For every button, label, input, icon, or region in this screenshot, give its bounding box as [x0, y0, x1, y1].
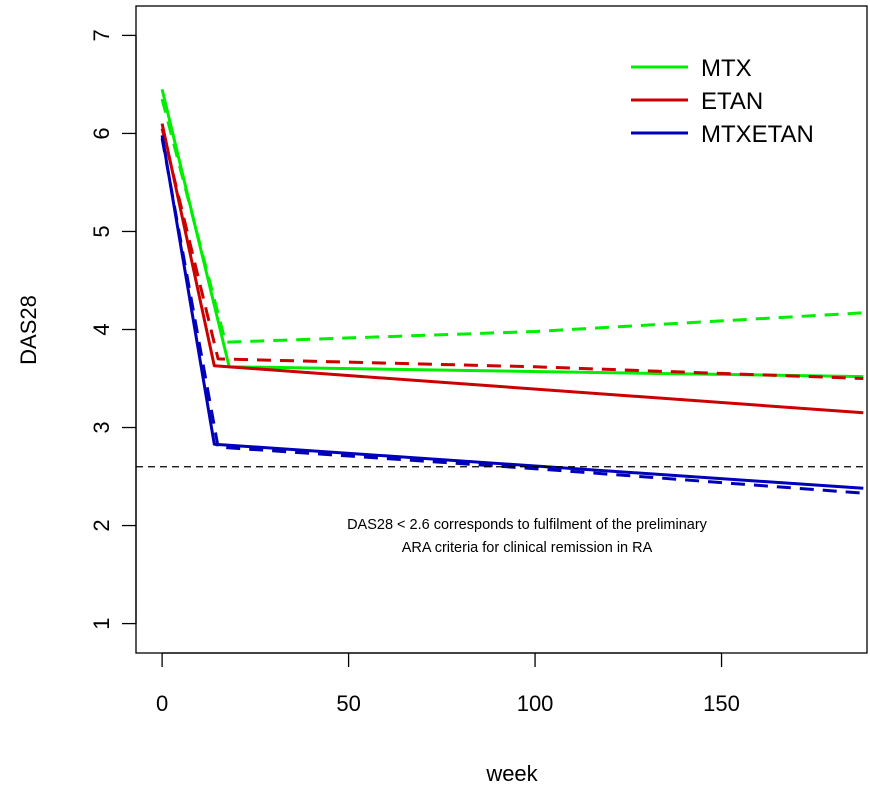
x-tick-label-50: 50 [336, 691, 360, 716]
y-tick-label-1: 1 [89, 617, 114, 629]
y-tick-label-6: 6 [89, 127, 114, 139]
legend-label-mtx: MTX [701, 55, 752, 82]
legend-label-mtxetan: MTXETAN [701, 121, 814, 148]
annotation-line-2: ARA criteria for clinical remission in R… [402, 540, 653, 556]
y-tick-label-3: 3 [89, 421, 114, 433]
y-tick-label-2: 2 [89, 519, 114, 531]
y-tick-label-7: 7 [89, 29, 114, 41]
series-etan-dashed-line [160, 128, 864, 380]
series-layer [160, 88, 864, 495]
legend-label-etan: ETAN [701, 88, 763, 115]
series-etan-solid-line [160, 123, 864, 415]
x-tick-label-150: 150 [703, 691, 740, 716]
y-axis: 1 2 3 4 5 6 7 [89, 29, 137, 630]
legend: MTX ETAN MTXETAN [631, 55, 814, 148]
x-tick-label-100: 100 [517, 691, 554, 716]
x-tick-label-0: 0 [156, 691, 168, 716]
x-axis-title: week [485, 761, 538, 786]
y-tick-label-4: 4 [89, 323, 114, 335]
series-mtxetan-dashed-line [160, 138, 864, 495]
annotation-line-1: DAS28 < 2.6 corresponds to fulfilment of… [347, 517, 708, 533]
y-axis-title: DAS28 [16, 295, 41, 365]
annotation: DAS28 < 2.6 corresponds to fulfilment of… [347, 517, 708, 556]
series-mtxetan-solid-line [160, 135, 864, 490]
y-tick-label-5: 5 [89, 225, 114, 237]
x-axis: 0 50 100 150 [156, 652, 740, 716]
